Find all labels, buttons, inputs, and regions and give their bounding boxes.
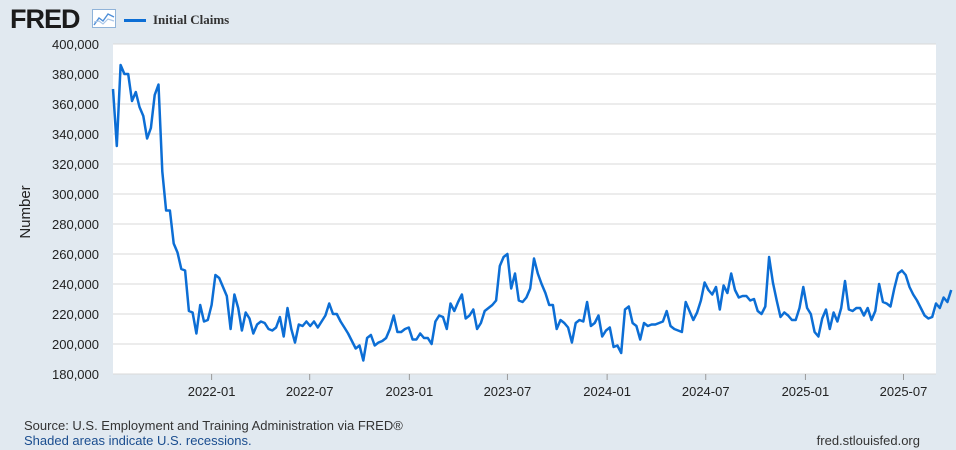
y-tick-label: 200,000 [52, 337, 99, 352]
trend-line-icon [92, 9, 116, 28]
source-note: Source: U.S. Employment and Training Adm… [24, 418, 403, 433]
y-tick-label: 280,000 [52, 217, 99, 232]
y-tick-label: 220,000 [52, 307, 99, 322]
x-tick-label: 2023-07 [484, 384, 532, 399]
y-tick-label: 360,000 [52, 97, 99, 112]
y-axis: 180,000 200,000 220,000 240,000 260,000 280,0… [52, 37, 99, 382]
y-axis-title: Number [17, 185, 34, 238]
x-tick-label: 2024-01 [583, 384, 631, 399]
y-tick-label: 260,000 [52, 247, 99, 262]
x-axis: 2022-01 2022-07 2023-01 2023-07 2024-01 2024-… [188, 374, 928, 399]
y-tick-label: 380,000 [52, 67, 99, 82]
y-tick-label: 340,000 [52, 127, 99, 142]
y-tick-label: 180,000 [52, 367, 99, 382]
x-tick-label: 2022-07 [286, 384, 334, 399]
site-url[interactable]: fred.stlouisfed.org [816, 433, 920, 448]
x-tick-label: 2023-01 [386, 384, 434, 399]
y-tick-label: 300,000 [52, 187, 99, 202]
legend-swatch [124, 19, 146, 22]
grid-lines [113, 43, 936, 375]
y-tick-label: 400,000 [52, 37, 99, 52]
y-tick-label: 240,000 [52, 277, 99, 292]
x-tick-label: 2025-07 [880, 384, 928, 399]
y-tick-label: 320,000 [52, 157, 99, 172]
chart-header: FRED Initial Claims [0, 0, 956, 40]
x-tick-label: 2025-01 [782, 384, 830, 399]
recession-note[interactable]: Shaded areas indicate U.S. recessions. [24, 433, 252, 448]
legend-label: Initial Claims [153, 12, 230, 27]
series-line-initial-claims[interactable] [111, 63, 953, 362]
x-tick-label: 2022-01 [188, 384, 236, 399]
chart: 180,000 200,000 220,000 240,000 260,000 280,0… [17, 37, 953, 399]
fred-logo[interactable]: FRED [10, 4, 80, 34]
x-tick-label: 2024-07 [682, 384, 730, 399]
